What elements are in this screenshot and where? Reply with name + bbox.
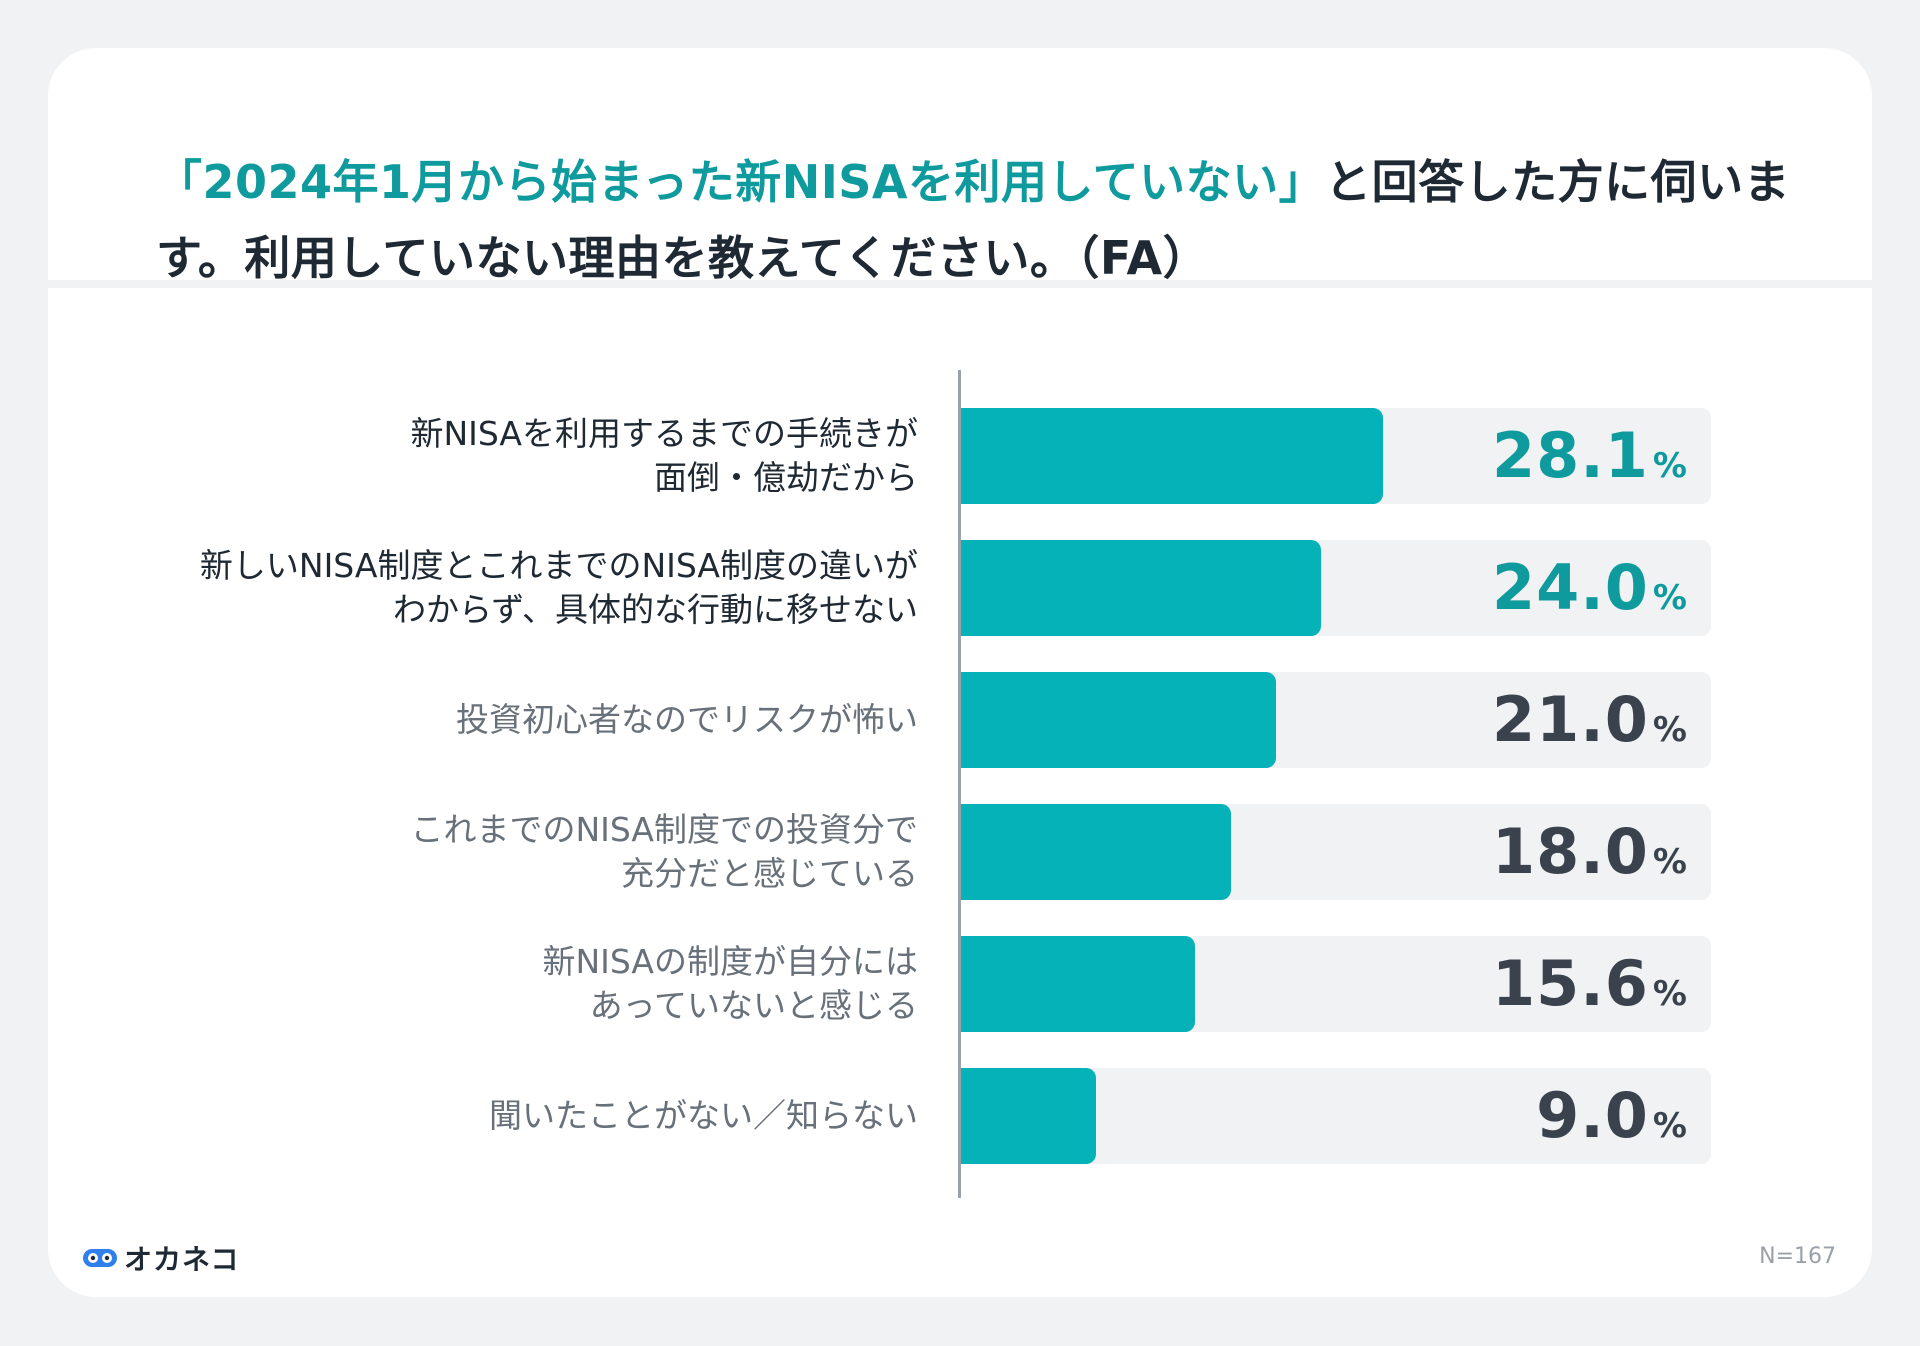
bar-row: 新しいNISA制度とこれまでのNISA制度の違いがわからず、具体的な行動に移せな… bbox=[48, 540, 1872, 636]
data-label: 9.0% bbox=[1536, 1068, 1687, 1164]
data-label-unit: % bbox=[1652, 446, 1687, 486]
bar bbox=[961, 540, 1321, 636]
header-divider bbox=[48, 280, 1872, 288]
data-label-unit: % bbox=[1652, 710, 1687, 750]
data-label-value: 15.6 bbox=[1491, 947, 1649, 1020]
category-label-line: 投資初心者なのでリスクが怖い bbox=[456, 700, 918, 739]
data-label: 15.6% bbox=[1492, 936, 1687, 1032]
category-label: これまでのNISA制度での投資分で充分だと感じている bbox=[128, 804, 918, 900]
title-rest: と回答した方に伺います。利用していない理由を教えてください。（FA） bbox=[156, 155, 1791, 285]
bar bbox=[961, 408, 1383, 504]
bar-row: これまでのNISA制度での投資分で充分だと感じている 18.0% bbox=[48, 804, 1872, 900]
data-label-value: 18.0 bbox=[1491, 815, 1649, 888]
category-label: 新NISAを利用するまでの手続きが面倒・億劫だから bbox=[128, 408, 918, 504]
category-label: 聞いたことがない／知らない bbox=[128, 1068, 918, 1164]
bar-row: 投資初心者なのでリスクが怖い 21.0% bbox=[48, 672, 1872, 768]
category-label: 投資初心者なのでリスクが怖い bbox=[128, 672, 918, 768]
data-label-unit: % bbox=[1652, 974, 1687, 1014]
bar-track: 15.6% bbox=[961, 936, 1711, 1032]
category-label-line: 新NISAの制度が自分には bbox=[542, 942, 918, 981]
category-label-line: これまでのNISA制度での投資分で bbox=[410, 810, 918, 849]
bar bbox=[961, 672, 1276, 768]
bar-row: 新NISAを利用するまでの手続きが面倒・億劫だから 28.1% bbox=[48, 408, 1872, 504]
data-label-unit: % bbox=[1652, 1106, 1687, 1146]
bar bbox=[961, 1068, 1096, 1164]
data-label-unit: % bbox=[1652, 842, 1687, 882]
cat-face-icon bbox=[83, 1249, 117, 1267]
bar-track: 9.0% bbox=[961, 1068, 1711, 1164]
bar-row: 新NISAの制度が自分にはあっていないと感じる 15.6% bbox=[48, 936, 1872, 1032]
sample-size: N=167 bbox=[1759, 1244, 1836, 1269]
category-label-line: わからず、具体的な行動に移せない bbox=[392, 590, 918, 629]
category-label: 新しいNISA制度とこれまでのNISA制度の違いがわからず、具体的な行動に移せな… bbox=[128, 540, 918, 636]
category-label-line: あっていないと感じる bbox=[589, 986, 918, 1025]
data-label: 28.1% bbox=[1492, 408, 1687, 504]
title-highlight: 「2024年1月から始まった新NISAを利用していない」 bbox=[156, 155, 1326, 209]
bar-track: 21.0% bbox=[961, 672, 1711, 768]
bar-track: 24.0% bbox=[961, 540, 1711, 636]
y-axis-line bbox=[958, 370, 961, 1198]
category-label-line: 充分だと感じている bbox=[621, 854, 918, 893]
category-label-line: 新NISAを利用するまでの手続きが bbox=[410, 414, 918, 453]
data-label: 21.0% bbox=[1492, 672, 1687, 768]
data-label-value: 28.1 bbox=[1491, 419, 1649, 492]
chart-title: 「2024年1月から始まった新NISAを利用していない」と回答した方に伺います。… bbox=[156, 144, 1836, 296]
bar bbox=[961, 804, 1231, 900]
category-label-line: 新しいNISA制度とこれまでのNISA制度の違いが bbox=[199, 546, 918, 585]
brand-name: オカネコ bbox=[124, 1243, 240, 1276]
data-label-value: 21.0 bbox=[1491, 683, 1649, 756]
data-label: 18.0% bbox=[1492, 804, 1687, 900]
bar-track: 18.0% bbox=[961, 804, 1711, 900]
bar bbox=[961, 936, 1195, 1032]
chart-card: 「2024年1月から始まった新NISAを利用していない」と回答した方に伺います。… bbox=[48, 48, 1872, 1297]
data-label-unit: % bbox=[1652, 578, 1687, 618]
category-label-line: 面倒・億劫だから bbox=[654, 458, 918, 497]
data-label: 24.0% bbox=[1492, 540, 1687, 636]
brand-logo: オカネコ bbox=[82, 1238, 239, 1278]
bar-row: 聞いたことがない／知らない 9.0% bbox=[48, 1068, 1872, 1164]
data-label-value: 24.0 bbox=[1491, 551, 1649, 624]
category-label-line: 聞いたことがない／知らない bbox=[489, 1096, 918, 1135]
bar-track: 28.1% bbox=[961, 408, 1711, 504]
data-label-value: 9.0 bbox=[1536, 1079, 1649, 1152]
category-label: 新NISAの制度が自分にはあっていないと感じる bbox=[128, 936, 918, 1032]
